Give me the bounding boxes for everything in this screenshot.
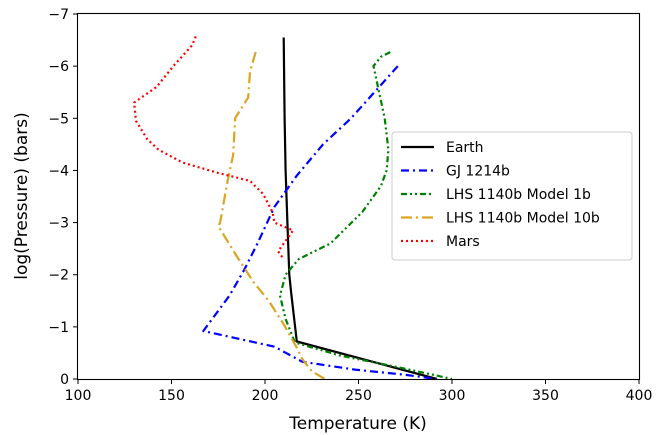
legend-label-1: Earth (446, 140, 484, 156)
legend-items: Earth GJ 1214b LHS 1140b Model 1b LHS 1140b… (401, 140, 600, 250)
legend: Earth GJ 1214b LHS 1140b Model 1b LHS 1140b… (391, 131, 633, 261)
legend-label-4: LHS 1140b Model 10b (446, 211, 600, 227)
y-tick-label: 0 (60, 372, 69, 388)
series-line-1 (282, 37, 438, 381)
y-tick-label: −3 (48, 216, 69, 232)
y-axis-label: log(Pressure) (bars) (12, 112, 32, 280)
x-tick-label: 350 (532, 388, 559, 404)
y-tick-label: −1 (48, 320, 69, 336)
y-tick-label: −2 (48, 268, 69, 284)
y-tick-label: −5 (48, 111, 69, 127)
x-tick-label: 200 (252, 388, 279, 404)
series-line-3 (278, 51, 453, 381)
x-tick-label: 150 (158, 388, 185, 404)
legend-label-5: Mars (446, 234, 480, 250)
x-axis-ticks: 100 150 200 250 300 350 400 (65, 379, 653, 404)
y-tick-label: −6 (48, 59, 69, 75)
x-tick-label: 250 (345, 388, 372, 404)
series-line-5 (133, 35, 295, 260)
x-tick-label: 100 (65, 388, 92, 404)
legend-label-3: LHS 1140b Model 1b (446, 187, 591, 203)
series-layer (133, 35, 453, 381)
x-tick-label: 300 (439, 388, 466, 404)
legend-label-2: GJ 1214b (446, 164, 510, 180)
y-tick-label: −7 (48, 7, 69, 23)
y-tick-label: −4 (48, 163, 69, 179)
legend-box (391, 131, 633, 261)
y-axis-ticks: 0 −1 −2 −3 −4 −5 −6 −7 (48, 7, 78, 388)
x-tick-label: 400 (626, 388, 653, 404)
x-axis-label: Temperature (K) (288, 414, 427, 434)
series-line-4 (217, 51, 326, 380)
